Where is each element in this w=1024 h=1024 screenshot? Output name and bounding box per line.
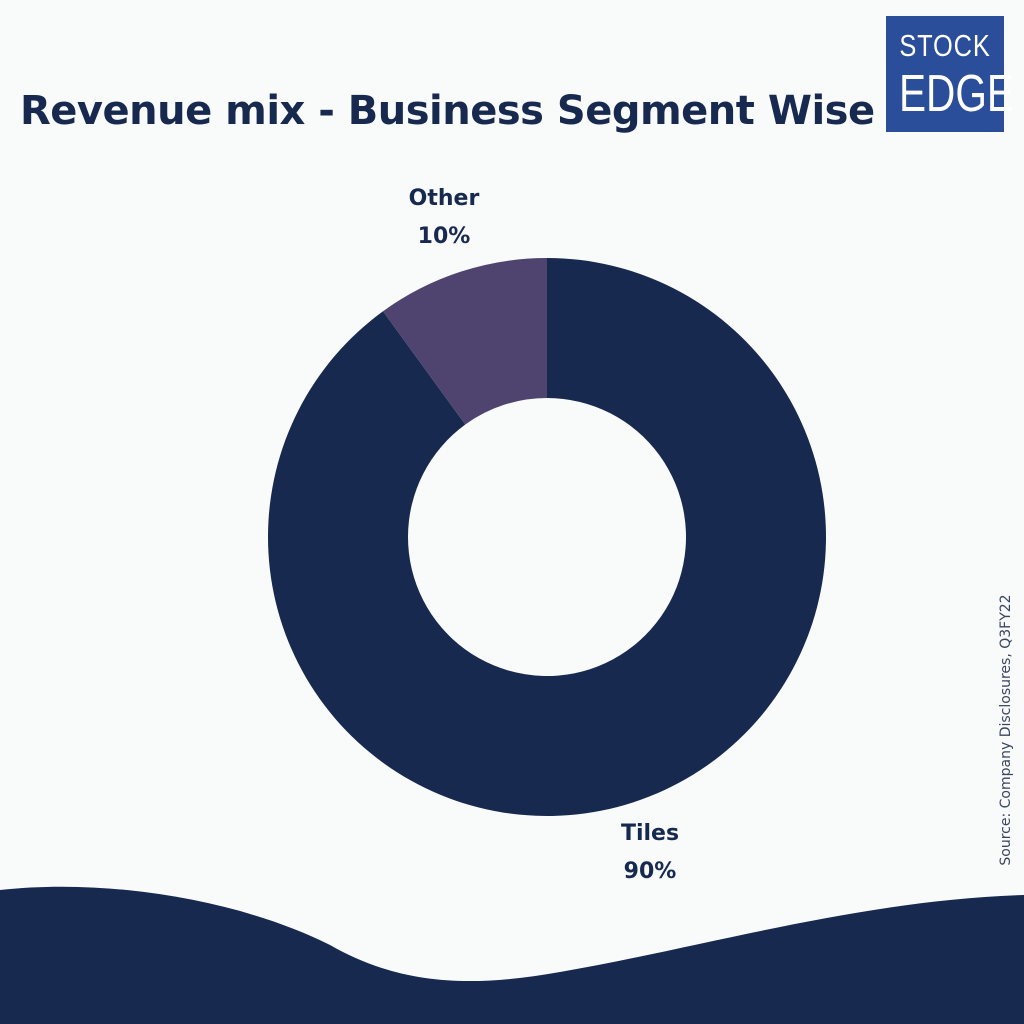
decorative-wave (0, 886, 1024, 1024)
slice-label-other: Other 10% (386, 180, 502, 256)
slice-label-tiles-value: 90% (623, 859, 677, 884)
slice-tiles (267, 258, 826, 816)
logo-line-top: STOCK (899, 28, 991, 63)
source-note: Source: Company Disclosures, Q3FY22 (998, 594, 1014, 866)
chart-title: Revenue mix - Business Segment Wise (20, 88, 875, 134)
slice-other (383, 258, 547, 425)
stockedge-logo: STOCK EDGE (886, 16, 1014, 132)
slice-label-tiles-name: Tiles (620, 821, 680, 846)
slice-label-other-value: 10% (417, 224, 471, 249)
slice-label-other-name: Other (408, 186, 480, 211)
slice-label-tiles: Tiles 90% (592, 815, 708, 891)
